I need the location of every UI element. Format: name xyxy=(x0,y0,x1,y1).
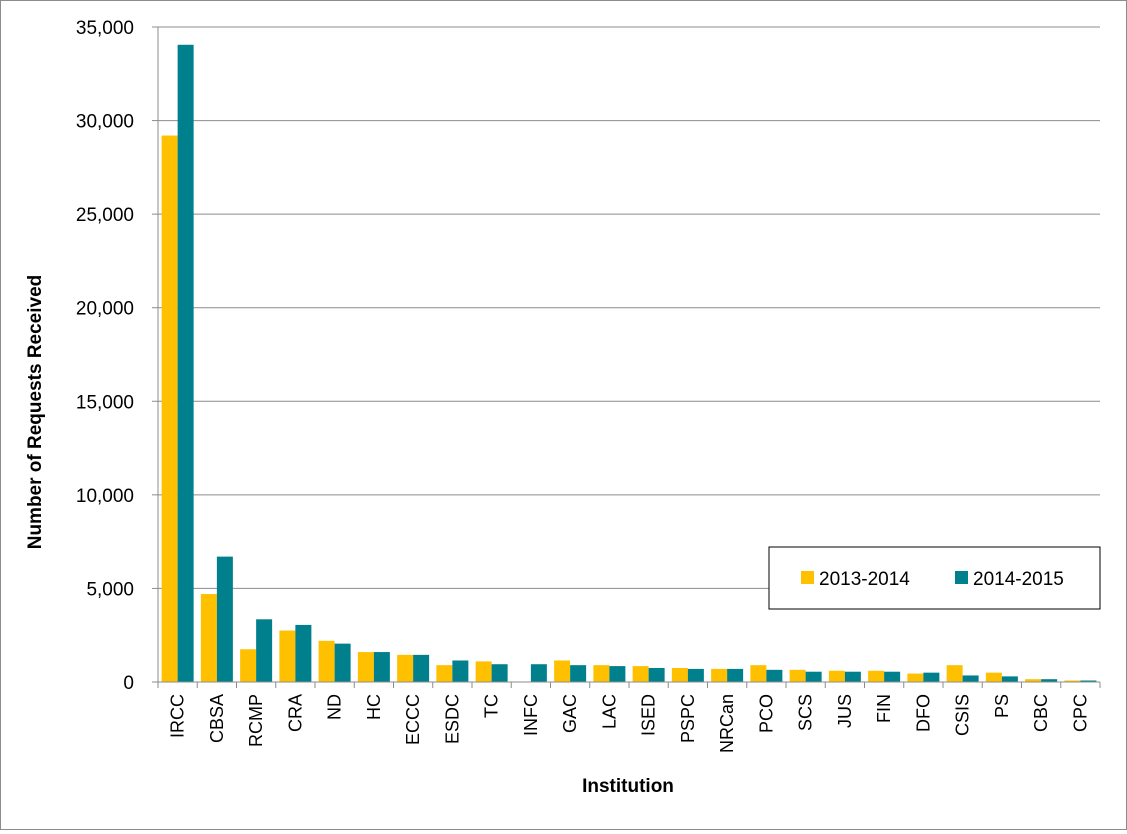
bar-ised-2013-2014 xyxy=(632,666,649,682)
bar-ised-2014-2015 xyxy=(648,667,665,682)
x-tick-label: GAC xyxy=(560,694,580,733)
bar-pspc-2013-2014 xyxy=(671,667,688,682)
bar-eccc-2014-2015 xyxy=(413,654,430,682)
y-tick-label: 5,000 xyxy=(86,579,134,600)
x-tick-label: SCS xyxy=(796,694,816,731)
bar-lac-2014-2015 xyxy=(609,666,626,682)
bar-esdc-2014-2015 xyxy=(452,660,469,682)
x-tick-label: ESDC xyxy=(442,694,462,744)
x-tick-label: LAC xyxy=(599,694,619,729)
bar-fin-2013-2014 xyxy=(868,670,885,682)
bar-cbsa-2014-2015 xyxy=(216,556,233,682)
bar-hc-2013-2014 xyxy=(357,652,374,682)
bar-cpc-2014-2015 xyxy=(1080,680,1097,682)
legend-swatch-2014-2015 xyxy=(955,571,968,584)
x-tick-label: CPC xyxy=(1070,694,1090,732)
gridlines xyxy=(158,26,1100,589)
y-tick-label: 20,000 xyxy=(76,299,134,320)
x-axis-title: Institution xyxy=(582,776,674,797)
x-tick-label: ISED xyxy=(639,694,659,736)
legend-label-2013-2014: 2013-2014 xyxy=(819,569,910,590)
x-tick-label: ECCC xyxy=(403,694,423,745)
bar-gac-2013-2014 xyxy=(554,660,571,682)
bar-hc-2014-2015 xyxy=(373,652,390,682)
x-tick-label: PSPC xyxy=(678,694,698,743)
bar-scs-2014-2015 xyxy=(805,671,822,682)
bar-gac-2014-2015 xyxy=(570,665,587,682)
x-tick-label: PS xyxy=(992,694,1012,718)
y-tick-label: 15,000 xyxy=(76,392,134,413)
x-tick-label: PCO xyxy=(756,694,776,733)
bar-fin-2014-2015 xyxy=(884,671,901,682)
bar-cbc-2013-2014 xyxy=(1025,679,1042,682)
bar-lac-2013-2014 xyxy=(593,665,610,682)
bar-pco-2013-2014 xyxy=(750,665,767,682)
bar-cbc-2014-2015 xyxy=(1041,679,1058,682)
bar-nrcan-2013-2014 xyxy=(711,668,728,682)
x-tick-label: CBSA xyxy=(207,694,227,743)
x-tick-label: DFO xyxy=(913,694,933,732)
x-tick-label: RCMP xyxy=(246,694,266,747)
y-axis-ticks: 0 5,000 10,000 15,000 20,000 25,000 30,000 35,0… xyxy=(76,18,158,694)
bar-csis-2014-2015 xyxy=(962,675,979,682)
x-tick-label: TC xyxy=(482,694,502,718)
bar-ps-2013-2014 xyxy=(985,672,1002,682)
legend-label-2014-2015: 2014-2015 xyxy=(973,569,1064,590)
bar-cra-2013-2014 xyxy=(279,630,296,682)
bar-cpc-2013-2014 xyxy=(1064,680,1081,682)
bar-csis-2013-2014 xyxy=(946,665,963,682)
bar-tc-2013-2014 xyxy=(475,661,492,682)
bar-pspc-2014-2015 xyxy=(687,668,704,682)
y-tick-label: 10,000 xyxy=(76,486,134,507)
legend: 2013-2014 2014-2015 xyxy=(768,546,1101,610)
y-axis-title: Number of Requests Received xyxy=(25,275,46,550)
x-tick-label: HC xyxy=(364,694,384,720)
x-tick-label: JUS xyxy=(835,694,855,728)
bar-esdc-2013-2014 xyxy=(436,665,453,682)
x-tick-label: ND xyxy=(325,694,345,720)
bar-ircc-2014-2015 xyxy=(177,44,194,683)
bar-nd-2013-2014 xyxy=(318,640,335,682)
bar-ircc-2013-2014 xyxy=(161,135,178,683)
x-tick-label: CRA xyxy=(285,694,305,732)
bar-dfo-2013-2014 xyxy=(907,673,924,682)
y-tick-label: 0 xyxy=(123,673,134,694)
y-tick-label: 25,000 xyxy=(76,205,134,226)
legend-swatch-2013-2014 xyxy=(801,571,814,584)
legend-box xyxy=(768,546,1101,610)
x-tick-label: FIN xyxy=(874,694,894,723)
bar-eccc-2013-2014 xyxy=(397,654,414,682)
bar-scs-2013-2014 xyxy=(789,669,806,682)
bar-nd-2014-2015 xyxy=(334,643,351,682)
x-tick-label: NRCan xyxy=(717,694,737,753)
x-tick-label: IRCC xyxy=(168,694,188,738)
y-tick-label: 30,000 xyxy=(76,112,134,133)
x-tick-label: CSIS xyxy=(953,694,973,736)
x-tick-label: CBC xyxy=(1031,694,1051,732)
bar-dfo-2014-2015 xyxy=(923,672,940,682)
y-tick-label: 35,000 xyxy=(76,18,134,39)
bar-cbsa-2013-2014 xyxy=(200,594,217,682)
bar-pco-2014-2015 xyxy=(766,669,783,682)
bar-rcmp-2014-2015 xyxy=(256,619,273,682)
bars xyxy=(161,44,1097,683)
x-tick-label: INFC xyxy=(521,694,541,736)
bar-cra-2014-2015 xyxy=(295,624,312,682)
bar-infc-2014-2015 xyxy=(530,664,547,682)
x-axis-ticks: IRCC CBSA RCMP CRA ND HC ECCC ESDC TC INFC GAC LAC I… xyxy=(157,682,1101,753)
bar-jus-2013-2014 xyxy=(828,670,845,682)
bar-nrcan-2014-2015 xyxy=(727,668,744,682)
bar-tc-2014-2015 xyxy=(491,664,508,682)
bar-rcmp-2013-2014 xyxy=(240,649,257,682)
bar-jus-2014-2015 xyxy=(844,671,861,682)
bar-ps-2014-2015 xyxy=(1001,676,1018,682)
